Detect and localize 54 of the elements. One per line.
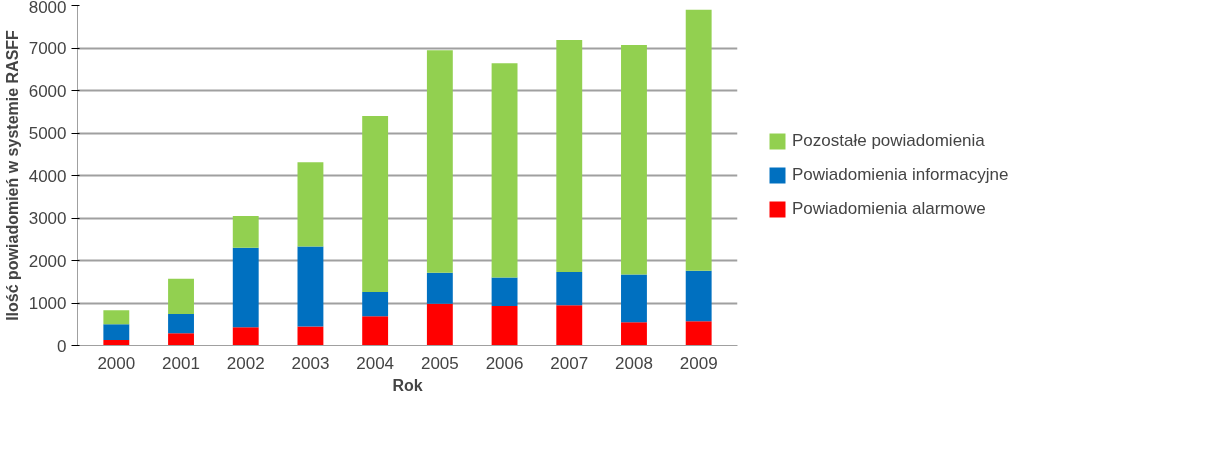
bar — [297, 162, 324, 247]
legend-label: Powiadomienia alarmowe — [792, 199, 986, 219]
y-tick-label: 2000 — [28, 251, 67, 271]
x-tick-label: 2002 — [226, 353, 265, 373]
y-tick-label: 0 — [57, 336, 67, 356]
x-tick-label: 2007 — [550, 353, 589, 373]
bar — [491, 305, 518, 346]
bar — [685, 270, 712, 322]
bar — [232, 247, 259, 328]
x-tick-label: 2000 — [97, 353, 136, 373]
y-tick-label: 8000 — [28, 0, 67, 17]
bar — [168, 278, 194, 315]
bar — [297, 326, 324, 346]
y-tick-label: 7000 — [28, 39, 67, 58]
bar — [362, 116, 389, 292]
bar — [556, 305, 583, 346]
x-tick-label: 2001 — [162, 353, 200, 373]
bar — [491, 277, 518, 306]
x-tick-label: 2005 — [420, 353, 459, 373]
bar — [362, 316, 389, 346]
bar — [426, 303, 453, 346]
bar — [297, 246, 324, 327]
legend-label: Powiadomienia informacyjne — [792, 165, 1009, 185]
legend-label: Pozostałe powiadomienia — [792, 131, 985, 151]
bar — [103, 310, 130, 325]
x-tick-label: 2004 — [356, 353, 395, 373]
bar — [426, 272, 453, 304]
bar — [621, 274, 647, 323]
bar — [685, 321, 712, 346]
y-tick-label: 1000 — [28, 294, 67, 313]
bar — [103, 339, 130, 346]
bar — [685, 9, 712, 271]
y-tick-label: 3000 — [28, 209, 67, 228]
bar — [556, 271, 583, 306]
y-axis-title: Ilość powiadomień w systemie RASFF — [3, 29, 21, 321]
bar — [621, 322, 647, 346]
bar — [168, 333, 194, 346]
y-tick-label: 6000 — [28, 81, 67, 101]
y-tick-label: 5000 — [28, 124, 67, 143]
bar — [168, 314, 194, 334]
y-tick-label: 4000 — [28, 166, 67, 186]
bar — [232, 327, 259, 346]
bar — [426, 50, 453, 273]
bar — [103, 324, 130, 340]
x-tick-label: 2009 — [679, 353, 718, 373]
x-axis-title: Rok — [392, 376, 423, 394]
bar — [362, 291, 389, 317]
bar — [232, 215, 259, 248]
x-tick-label: 2006 — [485, 353, 524, 373]
x-tick-label: 2008 — [615, 353, 653, 373]
bar — [621, 45, 647, 275]
bar — [556, 39, 583, 272]
bar — [491, 63, 518, 278]
x-tick-label: 2003 — [291, 353, 330, 373]
